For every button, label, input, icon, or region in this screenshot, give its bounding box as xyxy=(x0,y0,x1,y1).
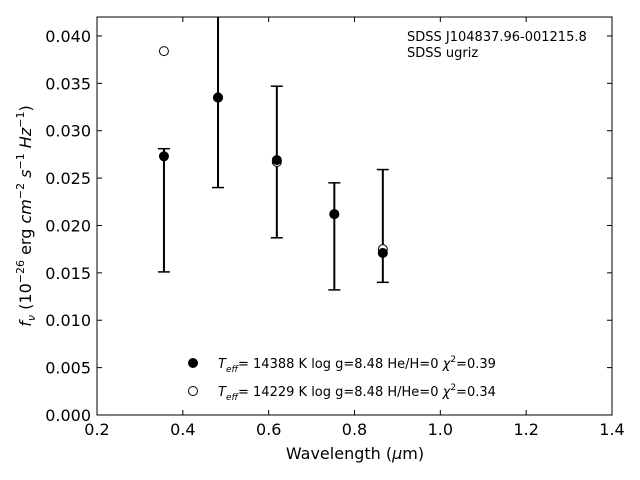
plot-frame xyxy=(96,16,613,416)
x-tick-label: 0.6 xyxy=(256,420,281,439)
y-axis-label: fν (10−26 erg cm−2 s−1 Hz−1) xyxy=(14,105,38,326)
y-axis: 0.000 0.005 0.010 0.015 0.020 0.025 0.030 0.035… xyxy=(45,27,612,425)
x-tick-label: 1.2 xyxy=(513,420,538,439)
plot-marks xyxy=(157,17,389,291)
legend-entry-filled: Teff= 14388 K log g=8.48 He/H=0 χ2=0.39 xyxy=(188,355,496,375)
plot-layer xyxy=(157,17,389,291)
x-tick-label: 1.4 xyxy=(599,420,624,439)
y-tick-label: 0.005 xyxy=(45,359,91,378)
legend-marker-filled xyxy=(188,358,198,368)
annotation-filter-set: SDSS ugriz xyxy=(407,46,478,61)
data-point-filled xyxy=(213,92,224,103)
x-tick-label: 0.8 xyxy=(342,420,367,439)
legend-label-open: Teff= 14229 K log g=8.48 H/He=0 χ2=0.34 xyxy=(218,383,496,403)
data-point-filled xyxy=(377,247,388,258)
y-tick-label: 0.025 xyxy=(45,169,91,188)
legend-entry-open: Teff= 14229 K log g=8.48 H/He=0 χ2=0.34 xyxy=(188,383,496,403)
x-axis-label: Wavelength (μm) xyxy=(286,444,424,463)
y-tick-label: 0.020 xyxy=(45,216,91,235)
x-axis: 0.2 0.4 0.6 0.8 1.0 1.2 1.4 xyxy=(84,17,625,439)
x-tick-label: 1.0 xyxy=(428,420,453,439)
legend: Teff= 14388 K log g=8.48 He/H=0 χ2=0.39 … xyxy=(188,355,496,403)
data-point-open xyxy=(158,46,169,57)
data-point-filled xyxy=(329,209,340,220)
y-tick-label: 0.040 xyxy=(45,27,91,46)
annotation-object-name: SDSS J104837.96-001215.8 xyxy=(407,30,587,45)
data-point-filled xyxy=(271,155,282,166)
y-tick-label: 0.010 xyxy=(45,311,91,330)
y-tick-label: 0.035 xyxy=(45,74,91,93)
x-tick-label: 0.2 xyxy=(84,420,109,439)
legend-marker-open xyxy=(188,386,198,396)
legend-label-filled: Teff= 14388 K log g=8.48 He/H=0 χ2=0.39 xyxy=(218,355,496,375)
x-tick-label: 0.4 xyxy=(170,420,195,439)
y-tick-label: 0.000 xyxy=(45,406,91,425)
y-tick-label: 0.015 xyxy=(45,264,91,283)
data-point-filled xyxy=(158,151,169,162)
y-tick-label: 0.030 xyxy=(45,122,91,141)
